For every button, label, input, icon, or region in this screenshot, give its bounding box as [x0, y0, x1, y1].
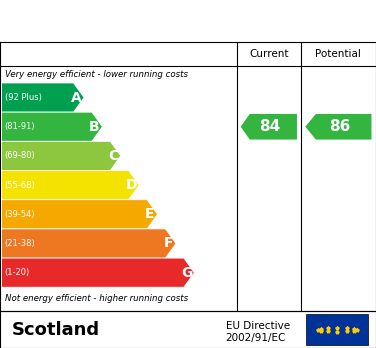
- Text: 86: 86: [329, 119, 351, 134]
- Text: Very energy efficient - lower running costs: Very energy efficient - lower running co…: [5, 70, 188, 79]
- Polygon shape: [2, 112, 102, 141]
- Text: B: B: [89, 120, 100, 134]
- Text: 2002/91/EC: 2002/91/EC: [226, 333, 286, 343]
- Polygon shape: [241, 114, 297, 140]
- Text: G: G: [181, 266, 192, 280]
- Text: Scotland: Scotland: [11, 321, 99, 339]
- Text: (92 Plus): (92 Plus): [5, 93, 41, 102]
- Text: Energy Efficiency Rating: Energy Efficiency Rating: [11, 12, 270, 31]
- Text: (55-68): (55-68): [5, 181, 35, 190]
- Text: Potential: Potential: [315, 49, 361, 59]
- Polygon shape: [2, 258, 194, 287]
- FancyBboxPatch shape: [306, 314, 368, 345]
- Text: 84: 84: [259, 119, 281, 134]
- Text: (21-38): (21-38): [5, 239, 35, 248]
- Text: Not energy efficient - higher running costs: Not energy efficient - higher running co…: [5, 294, 188, 303]
- Text: Current: Current: [249, 49, 289, 59]
- Text: C: C: [108, 149, 118, 163]
- Text: (69-80): (69-80): [5, 151, 35, 160]
- Polygon shape: [2, 83, 84, 112]
- Text: (81-91): (81-91): [5, 122, 35, 131]
- Polygon shape: [2, 171, 139, 200]
- Text: A: A: [71, 90, 82, 104]
- Polygon shape: [2, 141, 121, 171]
- Polygon shape: [2, 200, 158, 229]
- Text: F: F: [163, 237, 173, 251]
- Polygon shape: [305, 114, 371, 140]
- Polygon shape: [2, 229, 176, 258]
- Text: EU Directive: EU Directive: [226, 321, 290, 331]
- Text: (1-20): (1-20): [5, 268, 30, 277]
- Text: E: E: [145, 207, 155, 221]
- Text: (39-54): (39-54): [5, 210, 35, 219]
- Text: D: D: [126, 178, 137, 192]
